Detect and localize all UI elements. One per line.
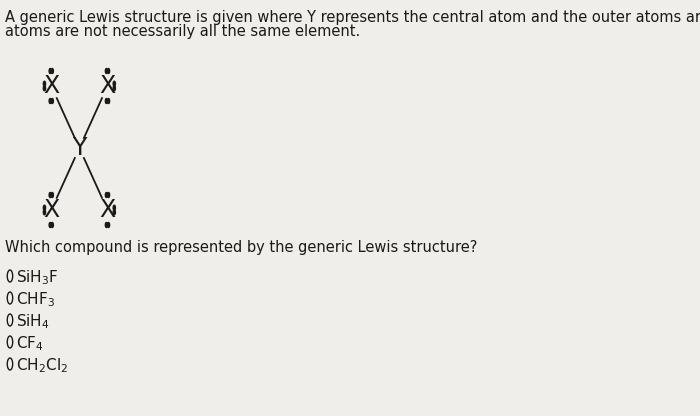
Circle shape [105, 193, 108, 198]
Circle shape [49, 193, 51, 198]
Circle shape [113, 205, 116, 210]
Circle shape [107, 223, 110, 228]
Text: X: X [99, 74, 116, 98]
Circle shape [49, 69, 51, 74]
Circle shape [107, 99, 110, 104]
Text: Y: Y [72, 136, 87, 160]
Circle shape [107, 193, 110, 198]
Circle shape [43, 81, 46, 86]
Circle shape [107, 69, 110, 74]
Text: CF$_4$: CF$_4$ [16, 334, 44, 353]
Circle shape [43, 210, 46, 215]
Circle shape [49, 99, 51, 104]
Circle shape [113, 86, 116, 91]
Text: A generic Lewis structure is given where Y represents the central atom and the o: A generic Lewis structure is given where… [6, 10, 700, 25]
Circle shape [105, 99, 108, 104]
Circle shape [43, 205, 46, 210]
Text: SiH$_4$: SiH$_4$ [16, 312, 50, 331]
Text: X: X [99, 198, 116, 222]
Circle shape [105, 223, 108, 228]
Circle shape [51, 69, 53, 74]
Text: Which compound is represented by the generic Lewis structure?: Which compound is represented by the gen… [6, 240, 478, 255]
Circle shape [51, 193, 53, 198]
Text: SiH$_3$F: SiH$_3$F [16, 268, 59, 287]
Circle shape [49, 223, 51, 228]
Circle shape [43, 86, 46, 91]
Circle shape [105, 69, 108, 74]
Circle shape [113, 210, 116, 215]
Circle shape [51, 223, 53, 228]
Text: X: X [43, 74, 60, 98]
Circle shape [51, 99, 53, 104]
Text: CHF$_3$: CHF$_3$ [16, 290, 55, 309]
Circle shape [113, 81, 116, 86]
Text: atoms are not necessarily all the same element.: atoms are not necessarily all the same e… [6, 24, 360, 39]
Text: CH$_2$Cl$_2$: CH$_2$Cl$_2$ [16, 356, 69, 375]
Text: X: X [43, 198, 60, 222]
